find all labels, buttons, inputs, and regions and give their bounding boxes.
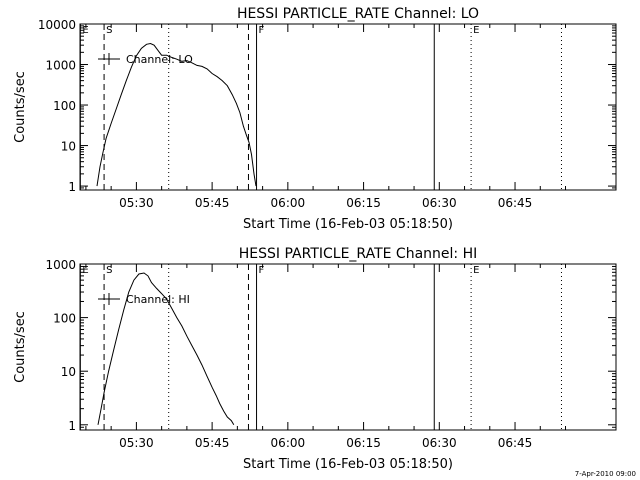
event-marker-label: E bbox=[473, 25, 479, 36]
x-axis-label: Start Time (16-Feb-03 05:18:50) bbox=[243, 457, 453, 472]
x-tick-label: 06:15 bbox=[346, 196, 381, 210]
y-tick-label: 1000 bbox=[45, 59, 76, 73]
x-tick-label: 05:30 bbox=[119, 196, 154, 210]
y-tick-label: 100 bbox=[53, 99, 76, 113]
x-tick-label: 05:30 bbox=[119, 436, 154, 450]
legend-label: Channel: LO bbox=[126, 53, 193, 66]
chart-title: HESSI PARTICLE_RATE Channel: HI bbox=[239, 246, 477, 262]
footer-timestamp: 7-Apr-2010 09:00 bbox=[575, 470, 636, 478]
event-marker-label: E bbox=[473, 265, 479, 276]
y-axis-label: Counts/sec bbox=[13, 71, 28, 143]
event-marker-label: F bbox=[259, 25, 265, 36]
x-tick-label: 06:45 bbox=[498, 196, 533, 210]
chart-title: HESSI PARTICLE_RATE Channel: LO bbox=[237, 6, 479, 22]
x-tick-label: 06:30 bbox=[422, 196, 457, 210]
x-tick-label: 06:00 bbox=[271, 436, 306, 450]
y-tick-label: 10 bbox=[61, 365, 76, 379]
particle-rate-figure: HESSI PARTICLE_RATE Channel: LOE S F E05:30… bbox=[0, 0, 640, 480]
x-tick-label: 06:30 bbox=[422, 436, 457, 450]
y-tick-label: 10 bbox=[61, 140, 76, 154]
event-marker-label: F bbox=[259, 265, 265, 276]
x-tick-label: 06:00 bbox=[271, 196, 306, 210]
y-axis-label: Counts/sec bbox=[13, 311, 28, 383]
x-axis-label: Start Time (16-Feb-03 05:18:50) bbox=[243, 217, 453, 232]
y-tick-label: 1 bbox=[68, 419, 76, 433]
x-tick-label: 06:15 bbox=[346, 436, 381, 450]
y-tick-label: 10000 bbox=[38, 18, 76, 32]
legend-label: Channel: HI bbox=[126, 293, 190, 306]
y-tick-label: 100 bbox=[53, 312, 76, 326]
x-tick-label: 05:45 bbox=[195, 196, 230, 210]
x-tick-label: 05:45 bbox=[195, 436, 230, 450]
x-tick-label: 06:45 bbox=[498, 436, 533, 450]
figure-background bbox=[0, 0, 640, 480]
y-tick-label: 1000 bbox=[45, 258, 76, 272]
y-tick-label: 1 bbox=[68, 180, 76, 194]
